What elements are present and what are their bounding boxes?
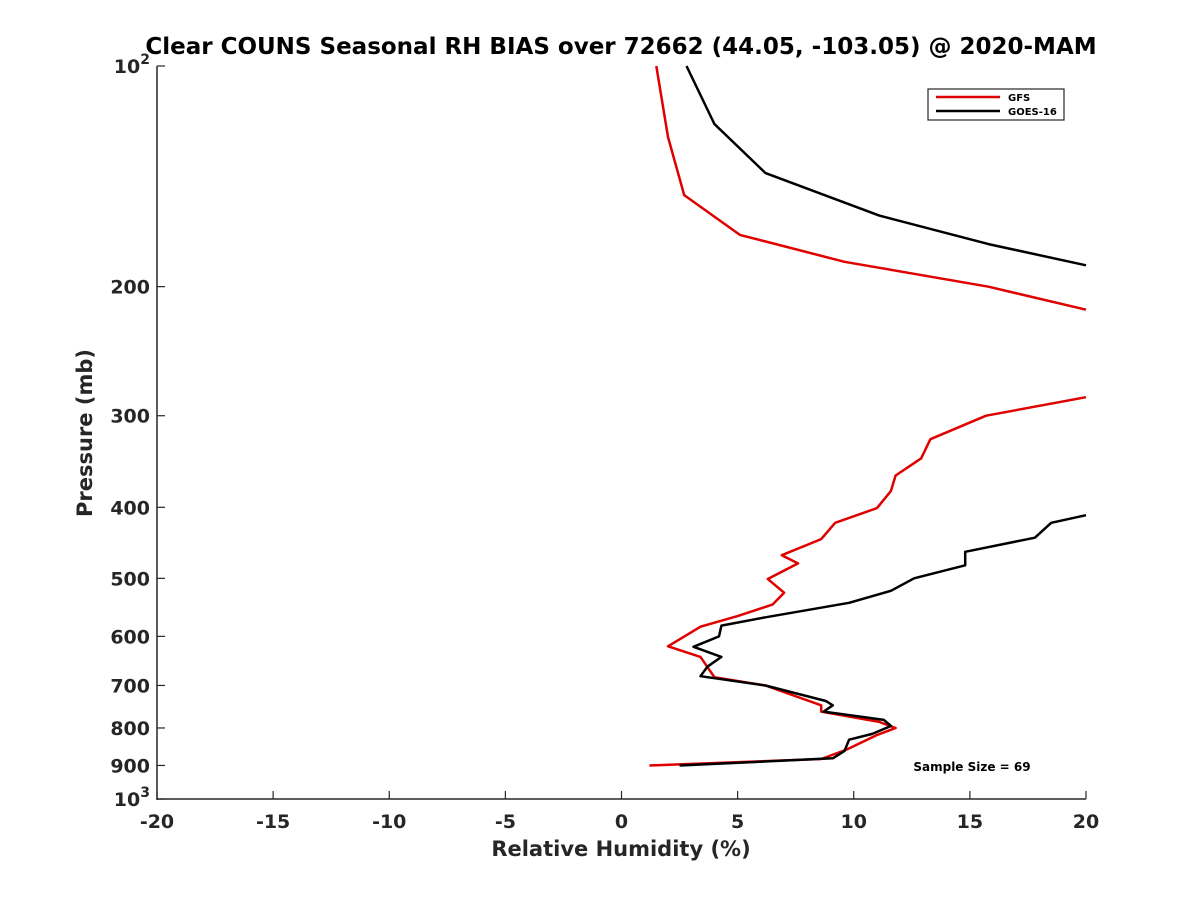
legend-box	[927, 88, 1065, 121]
series-gfs-line-0	[655, 65, 1087, 311]
x-tick-label: -5	[495, 811, 516, 833]
x-tick-label: -20	[140, 811, 174, 833]
y-tick-label: 500	[110, 568, 150, 590]
x-tick-label: 15	[957, 811, 983, 833]
y-tick-label: 103	[114, 785, 150, 811]
x-tick-label: 10	[841, 811, 867, 833]
y-tick-label: 600	[110, 626, 150, 648]
y-ticks: 102 200 300 400 500 600 700 800 900 103	[110, 52, 165, 811]
y-tick-label: 800	[110, 718, 150, 740]
series-gfs-line-1	[649, 395, 1087, 767]
sample-size-annotation: Sample Size = 69	[913, 760, 1030, 774]
series-layer	[649, 65, 1087, 767]
series-goes16-line-1	[679, 513, 1087, 767]
x-tick-label: 20	[1073, 811, 1099, 833]
x-tick-label: 5	[731, 811, 744, 833]
chart-title: Clear COUNS Seasonal RH BIAS over 72662 …	[145, 34, 1096, 60]
legend-label-gfs: GFS	[1008, 93, 1030, 104]
series-goes16-line-0	[685, 65, 1087, 267]
plot-area	[157, 66, 1086, 799]
y-tick-label: 700	[110, 675, 150, 697]
x-ticks: -20 -15 -10 -5 0 5 10 15 20	[140, 791, 1099, 833]
y-tick-label: 200	[110, 277, 150, 299]
legend-label-goes16: GOES-16	[1008, 107, 1057, 118]
y-tick-label: 300	[110, 406, 150, 428]
y-tick-label: 102	[114, 52, 150, 78]
x-tick-label: -10	[372, 811, 406, 833]
y-tick-label: 400	[110, 497, 150, 519]
legend: GFS GOES-16	[927, 88, 1065, 121]
y-axis-label: Pressure (mb)	[73, 349, 97, 517]
x-tick-label: -15	[256, 811, 290, 833]
x-tick-label: 0	[615, 811, 628, 833]
x-axis-label: Relative Humidity (%)	[491, 837, 750, 861]
y-tick-label: 900	[110, 755, 150, 777]
